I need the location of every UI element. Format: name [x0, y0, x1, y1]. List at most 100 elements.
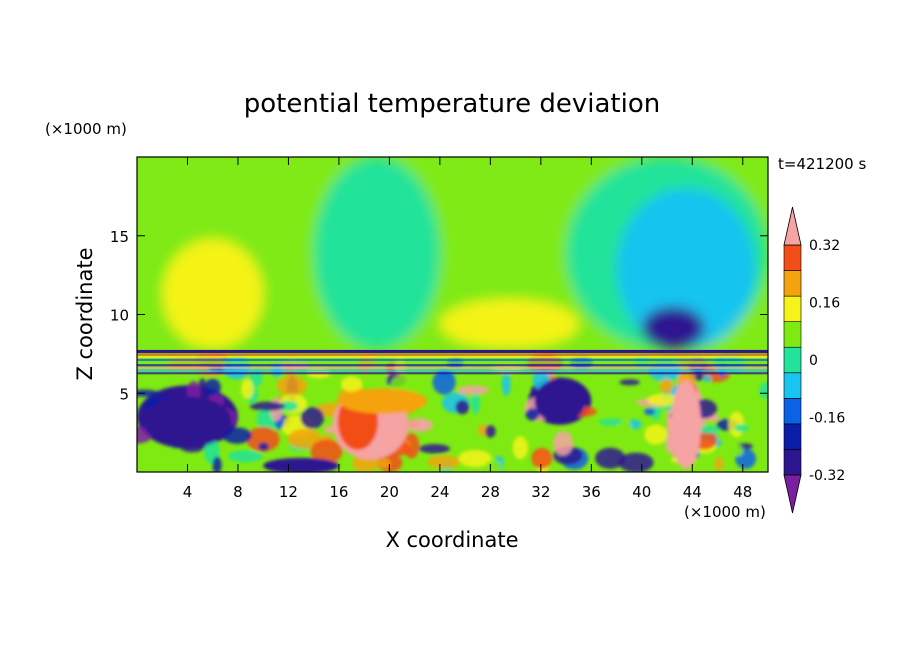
- turbulence-blob: [525, 408, 540, 421]
- colorbar-top-arrow: [783, 206, 802, 246]
- inversion-stripe: [137, 369, 768, 372]
- turbulence-blob: [618, 420, 632, 435]
- inversion-stripe: [137, 372, 768, 375]
- inversion-stripe: [137, 349, 768, 353]
- x-tick-label: 32: [531, 483, 550, 501]
- inversion-stripe: [137, 361, 768, 364]
- inversion-stripe: [137, 358, 768, 361]
- turbulence-blob: [595, 447, 626, 469]
- turbulence-blob: [501, 371, 511, 397]
- y-tick-label: 5: [119, 385, 129, 403]
- turbulence-blob: [714, 457, 724, 471]
- turbulence-blob: [137, 389, 160, 397]
- time-label: t=421200 s: [778, 155, 866, 173]
- colorbar-segment: [783, 244, 802, 271]
- colorbar-bottom-arrow: [783, 474, 802, 514]
- turbulence-blob: [531, 447, 553, 469]
- turbulence-blob: [644, 407, 656, 416]
- turbulence-blob: [759, 382, 768, 399]
- turbulence-blob: [619, 379, 640, 386]
- field-region: [162, 238, 264, 350]
- x-tick-label: 16: [329, 483, 348, 501]
- inversion-stripes: [137, 349, 768, 375]
- x-tick-label: 24: [430, 483, 449, 501]
- turbulence-blob: [552, 431, 573, 456]
- inversion-stripe: [137, 364, 768, 367]
- colorbar-label: 0: [809, 353, 818, 369]
- colorbar-segment: [783, 398, 802, 425]
- colorbar-segment: [783, 270, 802, 297]
- y-tick-label: 15: [110, 228, 129, 246]
- turbulence-blob: [212, 456, 222, 472]
- turbulence-blob: [427, 455, 461, 469]
- turbulence-blob: [458, 449, 492, 468]
- turbulence-blob: [404, 418, 434, 432]
- colorbar-segment: [783, 423, 802, 450]
- x-tick-label: 28: [481, 483, 500, 501]
- field-region: [641, 306, 705, 350]
- field-region: [313, 157, 440, 350]
- turbulence-blob: [644, 424, 668, 445]
- turbulence-blob: [703, 374, 712, 383]
- colorbar-label: 0.16: [809, 296, 840, 312]
- colorbar: -0.32 -0.16 0 0.16 0.32: [783, 206, 845, 514]
- turbulence-blob: [470, 389, 481, 415]
- chart-title: potential temperature deviation: [244, 89, 660, 119]
- turbulence-blob: [455, 399, 470, 415]
- turbulence-blob: [300, 407, 325, 429]
- inversion-stripe: [137, 366, 768, 369]
- x-axis: 4 8 12 16 20 24 28 32 36 40 44 48: [183, 157, 752, 501]
- colorbar-label: -0.16: [809, 411, 845, 427]
- x-tick-label: 40: [632, 483, 651, 501]
- turbulence-blob: [598, 418, 625, 426]
- x-tick-label: 44: [683, 483, 702, 501]
- turbulence-blob: [287, 428, 322, 450]
- x-tick-label: 8: [233, 483, 243, 501]
- field-region: [439, 298, 579, 350]
- turbulence-blob: [485, 460, 503, 472]
- warm-plume: [670, 380, 702, 469]
- turbulence-blob: [241, 379, 254, 399]
- turbulence-blob: [647, 393, 680, 406]
- y-axis: 5 10 15: [110, 228, 768, 403]
- cold-pocket: [534, 379, 586, 424]
- cold-pocket: [143, 396, 232, 447]
- y-unit-label: (×1000 m): [45, 120, 127, 138]
- colorbar-label: 0.32: [809, 238, 840, 254]
- x-axis-label: X coordinate: [385, 528, 518, 552]
- x-tick-label: 12: [279, 483, 298, 501]
- x-unit-label: (×1000 m): [684, 503, 766, 521]
- turbulence-blob: [204, 378, 221, 397]
- turbulence-blob: [246, 426, 280, 452]
- turbulence-blob: [377, 458, 391, 469]
- field-region: [616, 188, 756, 350]
- turbulence-blob: [457, 385, 490, 395]
- turbulence-blob: [618, 452, 654, 472]
- turbulence-blob: [432, 369, 456, 395]
- colorbar-segment: [783, 449, 802, 476]
- x-tick-label: 20: [380, 483, 399, 501]
- colorbar-segment: [783, 372, 802, 399]
- colorbar-segment: [783, 321, 802, 348]
- colorbar-segment: [783, 346, 802, 374]
- turbulence-blob: [366, 365, 388, 387]
- plot-area: [137, 157, 768, 472]
- inversion-stripe: [137, 356, 768, 359]
- turbulence-blob: [249, 401, 286, 411]
- cold-pocket: [263, 457, 339, 472]
- turbulence-blob: [278, 400, 299, 412]
- turbulence-blob: [276, 375, 307, 396]
- turbulence-blob: [222, 427, 252, 444]
- x-tick-label: 36: [582, 483, 601, 501]
- y-axis-label: Z coordinate: [73, 247, 97, 380]
- warm-plume: [338, 388, 428, 414]
- turbulence-blob: [258, 442, 269, 451]
- turbulence-blob: [734, 423, 749, 432]
- turbulence-blob: [695, 425, 720, 434]
- turbulence-blob: [341, 376, 363, 392]
- turbulence-blob: [659, 378, 673, 394]
- turbulence-blob: [512, 436, 528, 460]
- colorbar-label: -0.32: [809, 468, 845, 484]
- upper-layer: [137, 157, 768, 350]
